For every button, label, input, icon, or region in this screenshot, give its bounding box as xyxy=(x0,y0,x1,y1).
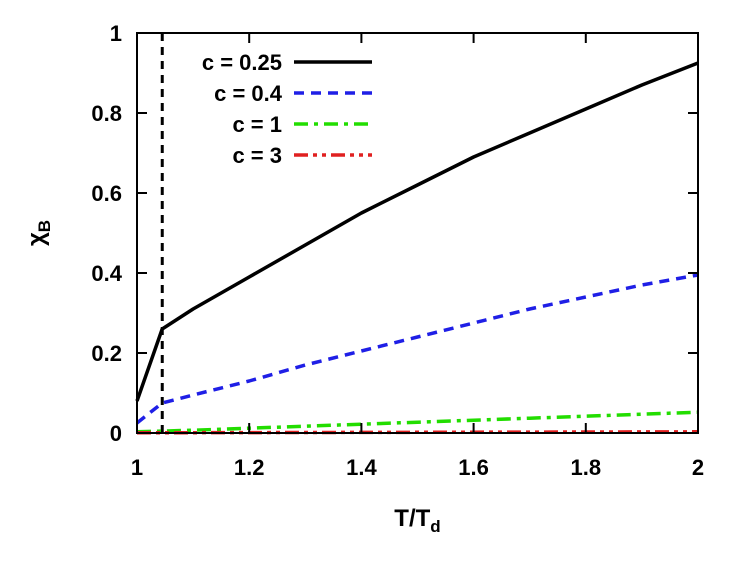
x-tick-label: 1.4 xyxy=(346,455,377,480)
y-tick-label: 0.8 xyxy=(91,101,122,126)
legend-label-3: c = 3 xyxy=(232,143,282,168)
x-tick-label: 1 xyxy=(131,455,143,480)
series-line-0 xyxy=(135,61,699,402)
x-tick-label: 1.6 xyxy=(458,455,489,480)
x-tick-label: 2 xyxy=(692,455,704,480)
y-tick-label: 1 xyxy=(110,21,122,46)
x-axis-label: T/Td xyxy=(394,505,440,536)
y-axis-label: χB xyxy=(23,220,54,246)
series-line-2 xyxy=(136,410,699,434)
y-tick-label: 0.2 xyxy=(91,341,122,366)
x-tick-label: 1.2 xyxy=(234,455,265,480)
legend: c = 0.25 c = 0.4 c = 1 c = 3 xyxy=(202,50,372,168)
y-tick-label: 0.4 xyxy=(91,261,122,286)
x-tick-label: 1.8 xyxy=(571,455,602,480)
legend-label-1: c = 0.4 xyxy=(214,81,283,106)
axis-ticks: 1 1.2 1.4 1.6 1.8 2 0 0.2 0.4 0.6 0.8 1 xyxy=(91,21,704,480)
legend-label-0: c = 0.25 xyxy=(202,50,282,75)
series-line-1 xyxy=(135,273,699,425)
y-tick-label: 0.6 xyxy=(91,181,122,206)
y-tick-label: 0 xyxy=(110,421,122,446)
plot-frame xyxy=(136,32,699,434)
legend-label-2: c = 1 xyxy=(232,112,282,137)
